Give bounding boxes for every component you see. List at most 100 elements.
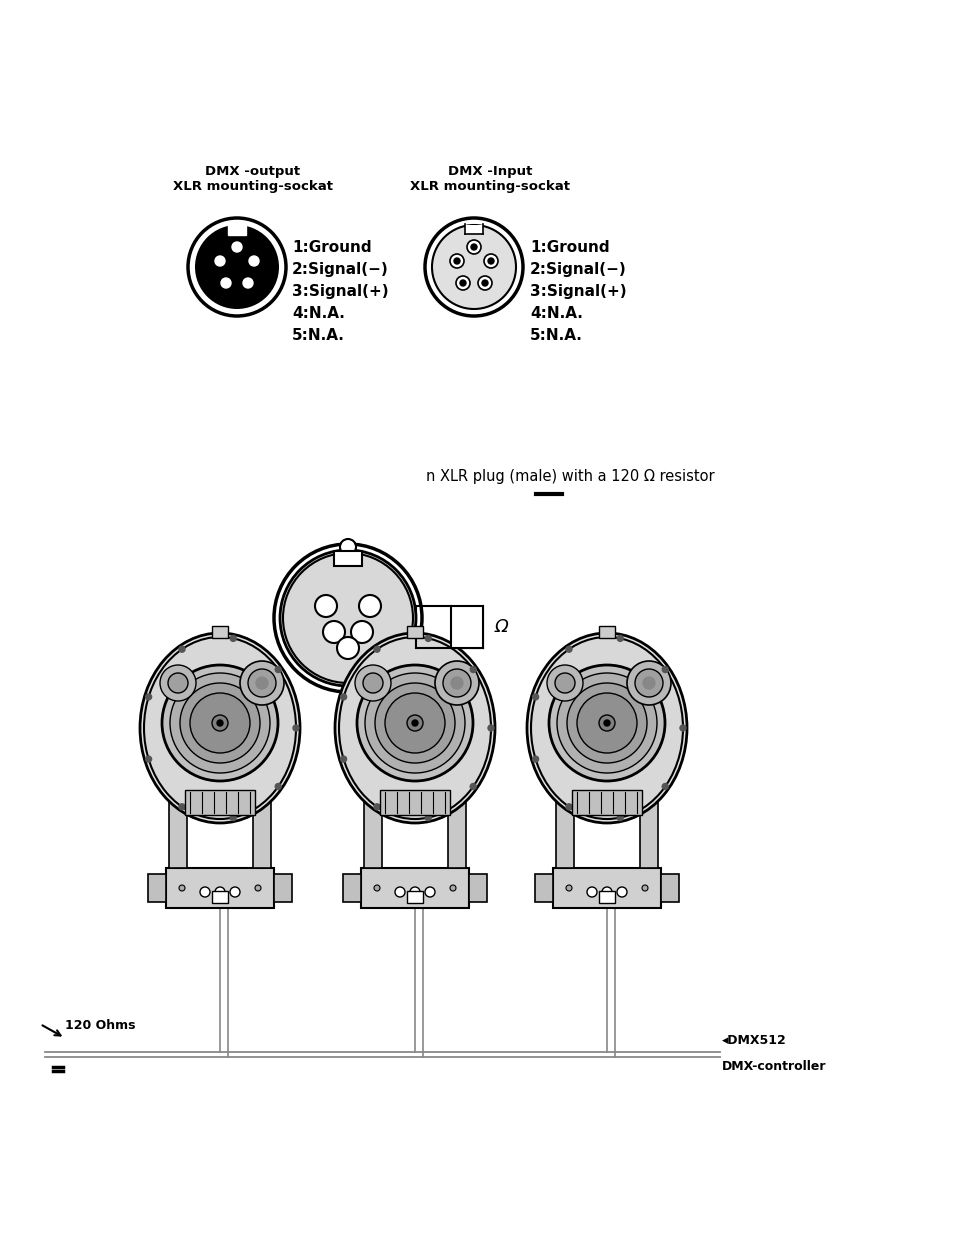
Circle shape — [254, 885, 261, 890]
Circle shape — [280, 550, 416, 685]
Bar — [556, 798, 574, 868]
Bar — [639, 798, 658, 868]
Circle shape — [565, 885, 572, 890]
Circle shape — [565, 646, 572, 652]
Circle shape — [214, 887, 225, 897]
Circle shape — [255, 677, 268, 689]
Text: ◂DMX512: ◂DMX512 — [721, 1034, 786, 1047]
Circle shape — [179, 804, 185, 810]
Circle shape — [532, 694, 538, 700]
Circle shape — [577, 693, 637, 753]
Circle shape — [339, 538, 355, 555]
Circle shape — [603, 720, 609, 726]
Text: 5:N.A.: 5:N.A. — [292, 327, 345, 342]
Bar — [572, 790, 641, 815]
Text: 4:N.A.: 4:N.A. — [292, 305, 345, 321]
Bar — [364, 798, 381, 868]
Circle shape — [170, 673, 270, 773]
Circle shape — [230, 815, 236, 820]
Circle shape — [566, 683, 646, 763]
Bar — [598, 890, 615, 903]
Circle shape — [598, 715, 615, 731]
Circle shape — [425, 635, 431, 641]
Bar — [185, 790, 254, 815]
Circle shape — [356, 664, 473, 781]
Circle shape — [546, 664, 582, 701]
Text: XLR mounting-sockat: XLR mounting-sockat — [172, 180, 333, 193]
Circle shape — [483, 254, 497, 268]
Circle shape — [212, 715, 228, 731]
Circle shape — [601, 887, 612, 897]
Circle shape — [146, 694, 152, 700]
Bar — [360, 868, 469, 908]
Circle shape — [424, 219, 522, 316]
Circle shape — [374, 885, 379, 890]
Circle shape — [385, 693, 444, 753]
Bar — [343, 874, 360, 902]
Circle shape — [412, 720, 417, 726]
Circle shape — [230, 887, 240, 897]
Circle shape — [365, 673, 464, 773]
Circle shape — [635, 669, 662, 697]
Circle shape — [274, 543, 421, 692]
Circle shape — [459, 280, 465, 287]
Circle shape — [180, 683, 260, 763]
Circle shape — [274, 667, 281, 673]
Circle shape — [358, 595, 380, 618]
Circle shape — [293, 725, 298, 731]
Circle shape — [240, 661, 284, 705]
Circle shape — [230, 635, 236, 641]
Circle shape — [336, 637, 358, 659]
Circle shape — [481, 280, 488, 287]
Bar — [169, 798, 187, 868]
Bar — [448, 798, 465, 868]
Circle shape — [451, 677, 462, 689]
Ellipse shape — [140, 634, 299, 823]
Text: 120 Ohms: 120 Ohms — [65, 1019, 135, 1032]
Text: 2:Signal(−): 2:Signal(−) — [292, 262, 388, 277]
Circle shape — [470, 783, 476, 789]
Circle shape — [532, 756, 538, 762]
Bar — [228, 225, 246, 235]
Text: 1:Ground: 1:Ground — [292, 240, 372, 254]
Circle shape — [190, 693, 250, 753]
Circle shape — [216, 720, 223, 726]
Bar — [212, 890, 228, 903]
Circle shape — [617, 815, 622, 820]
Bar — [334, 551, 361, 566]
Circle shape — [248, 669, 275, 697]
Ellipse shape — [144, 637, 295, 819]
Circle shape — [179, 885, 185, 890]
Circle shape — [243, 278, 253, 288]
Circle shape — [340, 694, 346, 700]
Bar — [274, 874, 292, 902]
Text: n XLR plug (male) with a 120 Ω resistor: n XLR plug (male) with a 120 Ω resistor — [425, 468, 714, 483]
Ellipse shape — [526, 634, 686, 823]
Circle shape — [314, 595, 336, 618]
Circle shape — [548, 664, 664, 781]
Circle shape — [214, 256, 225, 266]
Circle shape — [586, 887, 597, 897]
Circle shape — [355, 664, 391, 701]
Circle shape — [661, 783, 667, 789]
Circle shape — [395, 887, 405, 897]
Ellipse shape — [531, 637, 682, 819]
Circle shape — [375, 683, 455, 763]
Bar — [407, 890, 422, 903]
Circle shape — [432, 225, 516, 309]
Circle shape — [661, 667, 667, 673]
Text: 2:Signal(−): 2:Signal(−) — [530, 262, 626, 277]
Circle shape — [477, 275, 492, 290]
Circle shape — [488, 725, 494, 731]
Bar — [535, 874, 553, 902]
Circle shape — [617, 635, 622, 641]
Bar — [253, 798, 271, 868]
Circle shape — [641, 885, 647, 890]
Circle shape — [374, 804, 379, 810]
Text: 3:Signal(+): 3:Signal(+) — [530, 284, 626, 299]
Circle shape — [424, 887, 435, 897]
Text: 1:Ground: 1:Ground — [530, 240, 609, 254]
Circle shape — [425, 815, 431, 820]
Circle shape — [274, 783, 281, 789]
Circle shape — [450, 254, 463, 268]
